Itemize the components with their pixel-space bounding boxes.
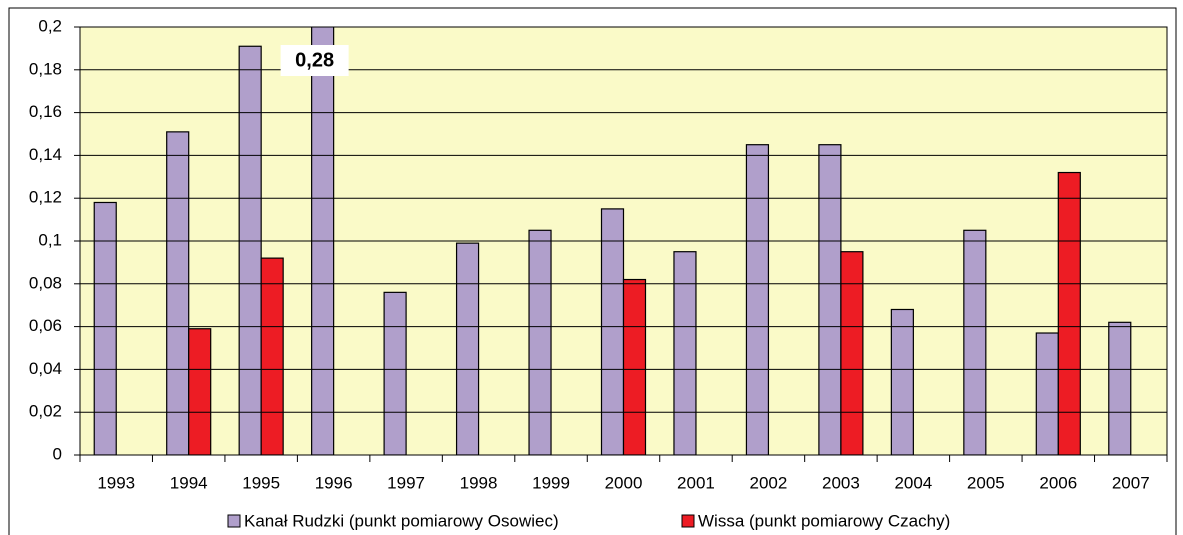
annotation-box [280,45,349,76]
bar [383,291,407,455]
bar [166,131,190,455]
bar [963,229,987,455]
bar [818,144,842,455]
data-label: 0,28 [295,49,334,71]
x-tick-label: 2007 [1112,473,1150,492]
y-tick-label: 0,12 [29,188,62,207]
x-tick-label: 2004 [894,473,932,492]
x-tick-label: 1993 [97,473,135,492]
bar [840,251,864,455]
x-tick-label: 2000 [605,473,643,492]
bar [673,251,697,455]
x-tick-label: 1998 [460,473,498,492]
legend-swatch [681,514,695,528]
bar [238,45,262,455]
x-tick-label: 1996 [315,473,353,492]
x-tick-label: 1994 [170,473,208,492]
y-tick-label: 0 [53,444,62,463]
bar [890,308,914,455]
x-tick-label: 2006 [1039,473,1077,492]
chart-frame [8,7,1177,535]
x-tick-label: 2001 [677,473,715,492]
legend-label: Wissa (punkt pomiarowy Czachy) [698,511,950,530]
legend-swatch [227,514,241,528]
y-tick-label: 0,06 [29,316,62,335]
bar [260,257,284,455]
x-tick-label: 1999 [532,473,570,492]
bar [1108,321,1132,455]
bar [622,278,647,455]
y-tick-label: 0,02 [29,402,62,421]
bar [1057,171,1081,455]
y-tick-label: 0,04 [29,359,62,378]
y-tick-label: 0,08 [29,273,62,292]
bar [455,242,480,455]
bar [93,201,117,455]
y-tick-label: 0,1 [38,230,62,249]
x-tick-label: 1995 [242,473,280,492]
x-tick-label: 2005 [967,473,1005,492]
bar [600,208,625,455]
legend-label: Kanał Rudzki (punkt pomiarowy Osowiec) [244,511,559,530]
x-tick-label: 1997 [387,473,425,492]
bar [188,328,212,455]
bar [1035,332,1059,455]
x-tick-label: 2002 [750,473,788,492]
y-tick-label: 0,18 [29,59,62,78]
y-tick-label: 0,2 [38,16,62,35]
bars [93,27,1132,455]
bar [745,144,770,455]
y-tick-label: 0,14 [29,145,62,164]
bar [528,229,552,455]
y-tick-label: 0,16 [29,102,62,121]
x-tick-label: 2003 [822,473,860,492]
